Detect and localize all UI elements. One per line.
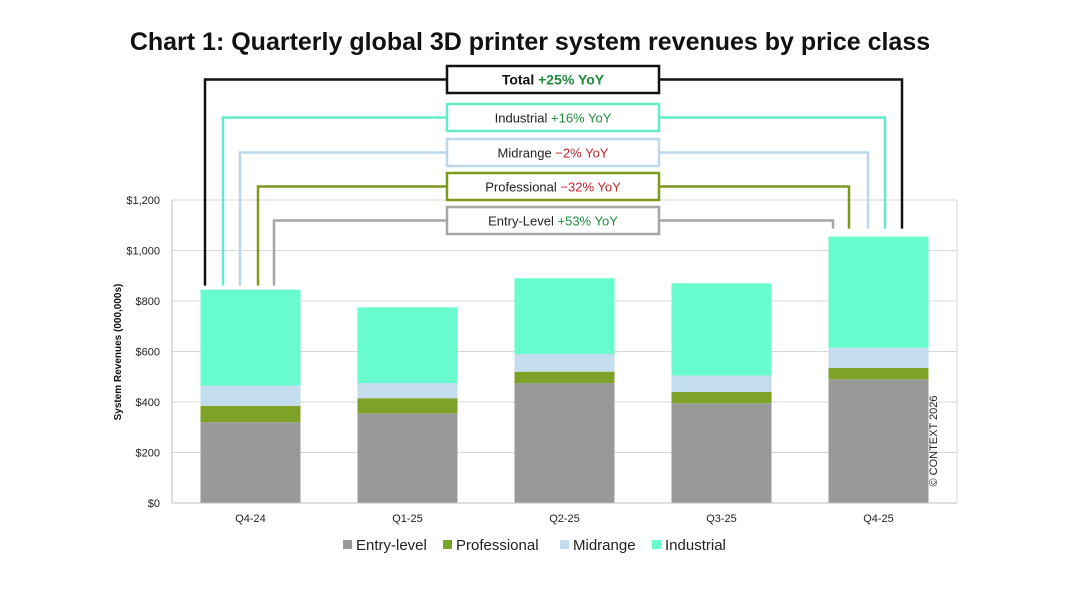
connector-right-entry-level bbox=[659, 219, 835, 229]
legend-swatch-industrial bbox=[652, 540, 661, 549]
x-tick-label: Q4-24 bbox=[235, 513, 266, 525]
annotation-change: +53% YoY bbox=[558, 214, 619, 229]
bar-midrange-q4-24 bbox=[200, 385, 301, 406]
legend-swatch-entry-level bbox=[343, 540, 352, 549]
x-tick-label: Q4-25 bbox=[863, 513, 894, 525]
bar-midrange-q4-25 bbox=[828, 347, 929, 368]
bar-entry-level-q3-25 bbox=[671, 403, 772, 503]
bar-midrange-q2-25 bbox=[514, 354, 615, 372]
legend-label-industrial: Industrial bbox=[665, 537, 726, 554]
annotation-change: −32% YoY bbox=[560, 180, 621, 195]
annotation-box-entry-level bbox=[445, 205, 661, 236]
annotation-box-midrange bbox=[445, 137, 661, 168]
annotation-box-professional bbox=[445, 171, 661, 202]
annotation-box-industrial bbox=[445, 102, 661, 133]
annotation-label: Professional bbox=[485, 180, 560, 195]
bar-industrial-q1-25 bbox=[357, 307, 458, 384]
bar-professional-q3-25 bbox=[671, 391, 772, 404]
legend-swatch-midrange bbox=[560, 540, 569, 549]
bar-professional-q1-25 bbox=[357, 398, 458, 414]
copyright-notice: © CONTEXT 2026 bbox=[928, 395, 940, 486]
y-axis-label: System Revenues (000,000s) bbox=[113, 284, 124, 421]
y-tick-label: $600 bbox=[136, 347, 160, 359]
bar-midrange-q3-25 bbox=[671, 375, 772, 392]
bar-entry-level-q1-25 bbox=[357, 413, 458, 503]
x-tick-label: Q1-25 bbox=[392, 513, 423, 525]
annotation-text-entry-level: Entry-Level +53% YoY bbox=[488, 214, 618, 229]
connector-right-professional bbox=[659, 185, 851, 229]
connector-left-entry-level bbox=[272, 219, 447, 286]
chart-title: Chart 1: Quarterly global 3D printer sys… bbox=[130, 28, 930, 56]
bar-professional-q4-24 bbox=[200, 405, 301, 423]
bar-entry-level-q2-25 bbox=[514, 383, 615, 503]
connector-left-professional bbox=[256, 185, 447, 286]
annotation-box-total bbox=[445, 64, 661, 95]
bar-entry-level-q4-24 bbox=[200, 422, 301, 503]
bar-industrial-q2-25 bbox=[514, 278, 615, 355]
annotation-label: Entry-Level bbox=[488, 214, 557, 229]
annotation-change: +25% YoY bbox=[538, 72, 605, 88]
connector-left-midrange bbox=[238, 151, 447, 286]
bar-midrange-q1-25 bbox=[357, 383, 458, 399]
y-tick-label: $0 bbox=[148, 498, 160, 510]
annotation-text-midrange: Midrange −2% YoY bbox=[498, 146, 609, 161]
annotation-change: −2% YoY bbox=[555, 146, 608, 161]
bar-industrial-q3-25 bbox=[671, 283, 772, 376]
y-tick-label: $200 bbox=[136, 448, 160, 460]
annotation-label: Industrial bbox=[495, 111, 551, 126]
connector-right-industrial bbox=[659, 116, 887, 229]
legend-label-entry-level: Entry-level bbox=[356, 537, 427, 554]
connector-left-industrial bbox=[221, 116, 447, 286]
y-tick-label: $1,000 bbox=[126, 246, 160, 258]
bar-industrial-q4-24 bbox=[200, 289, 301, 386]
connector-left-total bbox=[203, 78, 447, 286]
legend-label-professional: Professional bbox=[456, 537, 539, 554]
annotation-text-professional: Professional −32% YoY bbox=[485, 180, 621, 195]
bar-professional-q2-25 bbox=[514, 371, 615, 384]
x-tick-label: Q3-25 bbox=[706, 513, 737, 525]
y-tick-label: $1,200 bbox=[126, 195, 160, 207]
connector-right-total bbox=[659, 78, 904, 229]
bars bbox=[200, 236, 929, 503]
annotation-text-total: Total +25% YoY bbox=[502, 72, 605, 88]
connector-right-midrange bbox=[659, 151, 870, 229]
bar-professional-q4-25 bbox=[828, 367, 929, 380]
y-tick-label: $400 bbox=[136, 397, 160, 409]
annotation-label: Total bbox=[502, 72, 538, 88]
bar-entry-level-q4-25 bbox=[828, 379, 929, 503]
annotation-change: +16% YoY bbox=[551, 111, 612, 126]
x-tick-label: Q2-25 bbox=[549, 513, 580, 525]
legend: Entry-level Professional Midrange Industria… bbox=[343, 537, 726, 554]
legend-label-midrange: Midrange bbox=[573, 537, 636, 554]
y-tick-label: $800 bbox=[136, 296, 160, 308]
annotation-label: Midrange bbox=[498, 146, 556, 161]
annotation-text-industrial: Industrial +16% YoY bbox=[495, 111, 612, 126]
bar-industrial-q4-25 bbox=[828, 236, 929, 348]
axes: $0 $200 $400 $600 $800 $1,000 $1,200 Q4-24 Q1-25… bbox=[126, 195, 957, 525]
legend-swatch-professional bbox=[443, 540, 452, 549]
annotation-connectors bbox=[203, 78, 904, 286]
annotation-boxes: Total +25% YoY Industrial +16% YoY Midrang… bbox=[445, 64, 661, 236]
